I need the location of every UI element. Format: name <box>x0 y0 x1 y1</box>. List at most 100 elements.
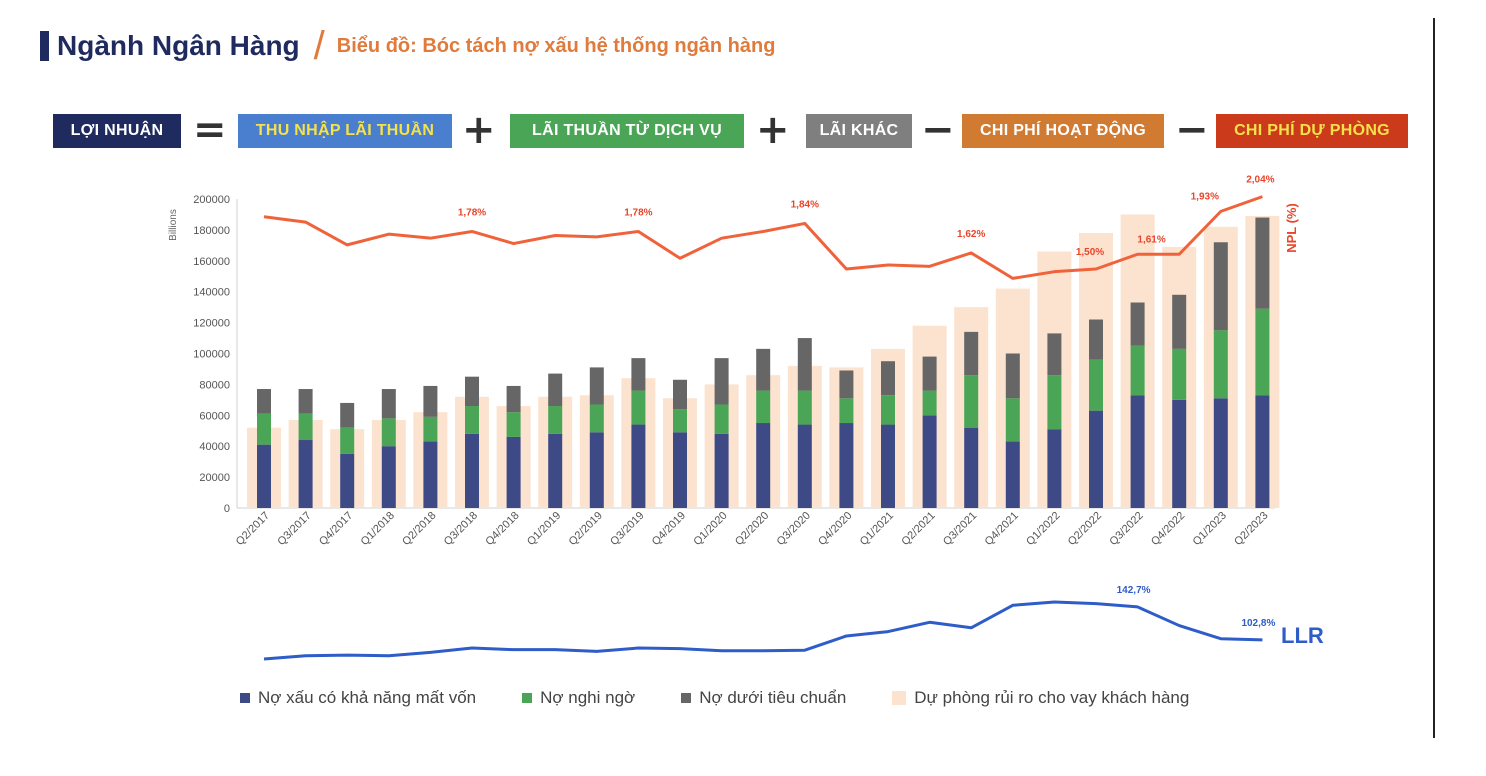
bar-substandard-debt <box>340 402 355 428</box>
bar-substandard-debt <box>881 361 895 396</box>
y-tick-label: 20000 <box>199 472 230 484</box>
formula-term-operating-expense: CHI PHÍ HOẠT ĐỘNG <box>962 114 1164 148</box>
bar-loss-debt <box>1172 399 1187 508</box>
x-tick-label: Q4/2021 <box>983 510 1021 548</box>
bar-doubtful-debt <box>506 412 521 437</box>
y-tick-label: 0 <box>224 503 230 515</box>
bar-doubtful-debt <box>548 406 563 434</box>
bar-substandard-debt <box>631 358 646 391</box>
y-tick-label: 160000 <box>193 256 230 268</box>
x-tick-label: Q2/2022 <box>1066 510 1104 548</box>
bar-substandard-debt <box>381 389 396 419</box>
legend-swatch <box>522 693 533 703</box>
npl-data-label: 1,50% <box>1076 247 1104 258</box>
x-tick-label: Q4/2018 <box>483 510 521 548</box>
x-tick-label: Q1/2022 <box>1024 510 1062 548</box>
bar-doubtful-debt <box>631 390 646 425</box>
bar-doubtful-debt <box>756 390 771 424</box>
bar-doubtful-debt <box>1047 375 1062 430</box>
legend-swatch <box>240 693 250 703</box>
bar-doubtful-debt <box>1130 345 1145 396</box>
legend-swatch <box>681 693 692 703</box>
llr-label: LLR <box>1281 623 1324 648</box>
formula-term-other-income: LÃI KHÁC <box>806 114 912 148</box>
x-tick-label: Q1/2021 <box>858 510 896 548</box>
y-tick-label: 200000 <box>193 194 230 206</box>
x-tick-label: Q2/2019 <box>567 510 605 548</box>
bar-loss-debt <box>922 415 937 508</box>
x-tick-label: Q4/2020 <box>816 510 854 548</box>
page-subtitle: Biểu đồ: Bóc tách nợ xấu hệ thống ngân h… <box>336 34 776 57</box>
y-tick-label: 80000 <box>199 379 230 391</box>
bar-doubtful-debt <box>714 404 729 434</box>
formula-term-provision-expense: CHI PHÍ DỰ PHÒNG <box>1216 114 1408 148</box>
x-tick-label: Q2/2021 <box>899 510 937 548</box>
x-tick-label: Q3/2019 <box>608 510 646 548</box>
npl-data-label: 1,78% <box>458 207 486 218</box>
bar-doubtful-debt <box>673 409 687 433</box>
bar-substandard-debt <box>589 367 604 405</box>
bar-doubtful-debt <box>1213 330 1228 399</box>
formula-term-net-interest-income: THU NHẬP LÃI THUẦN <box>238 114 452 148</box>
bar-substandard-debt <box>1005 353 1020 399</box>
profit-formula: LỢI NHUẬN = THU NHẬP LÃI THUẦN + LÃI THU… <box>0 108 1486 152</box>
npl-data-label: 1,78% <box>624 207 652 218</box>
bar-substandard-debt <box>548 373 563 407</box>
bar-loss-debt <box>340 453 355 508</box>
bar-doubtful-debt <box>465 406 479 434</box>
bar-loss-debt <box>1047 429 1062 508</box>
bar-doubtful-debt <box>922 390 937 416</box>
bar-loss-debt <box>1005 441 1020 508</box>
bar-substandard-debt <box>673 379 687 410</box>
x-tick-label: Q2/2023 <box>1232 510 1270 548</box>
y-axis-unit-label: Billions <box>168 209 179 241</box>
bar-doubtful-debt <box>797 390 812 425</box>
bar-doubtful-debt <box>257 413 271 445</box>
bar-loss-debt <box>756 423 771 508</box>
y-tick-label: 180000 <box>193 225 230 237</box>
bar-loss-debt <box>673 432 687 508</box>
legend-item: Nợ xấu có khả năng mất vốn <box>240 688 476 708</box>
formula-term-profit: LỢI NHUẬN <box>53 114 181 148</box>
bar-substandard-debt <box>298 389 313 414</box>
bar-substandard-debt <box>1255 217 1270 309</box>
minus-operator: − <box>921 107 955 153</box>
legend-swatch <box>892 691 907 705</box>
npl-data-label: 1,61% <box>1137 234 1165 245</box>
bar-loss-debt <box>797 424 812 508</box>
bar-substandard-debt <box>423 385 438 417</box>
equals-operator: = <box>193 107 227 153</box>
bar-loss-debt <box>465 433 479 508</box>
bar-substandard-debt <box>1130 302 1145 346</box>
bar-substandard-debt <box>1089 319 1103 360</box>
x-tick-label: Q4/2017 <box>317 510 355 548</box>
bar-loss-debt <box>1130 395 1145 508</box>
x-tick-label: Q1/2018 <box>359 510 397 548</box>
llr-data-label: 102,8% <box>1241 618 1275 629</box>
bar-substandard-debt <box>714 358 729 405</box>
legend-item: Nợ dưới tiêu chuẩn <box>681 688 846 708</box>
bar-doubtful-debt <box>1255 308 1270 396</box>
bar-loss-debt <box>298 440 313 508</box>
x-tick-label: Q2/2020 <box>733 510 771 548</box>
bar-doubtful-debt <box>298 413 313 441</box>
bar-doubtful-debt <box>881 395 895 425</box>
bar-substandard-debt <box>1213 242 1228 331</box>
bar-doubtful-debt <box>423 416 438 442</box>
llr-data-label: 142,7% <box>1117 585 1151 596</box>
bar-substandard-debt <box>506 385 521 413</box>
x-tick-label: Q1/2020 <box>691 510 729 548</box>
x-tick-label: Q3/2018 <box>442 510 480 548</box>
legend-item: Dự phòng rủi ro cho vay khách hàng <box>892 688 1189 708</box>
bar-doubtful-debt <box>964 375 979 428</box>
title-bar: Ngành Ngân Hàng / Biểu đồ: Bóc tách nợ x… <box>40 26 775 66</box>
bar-loss-debt <box>589 432 604 508</box>
bar-doubtful-debt <box>1172 348 1187 400</box>
bar-doubtful-debt <box>589 404 604 433</box>
legend-label: Nợ dưới tiêu chuẩn <box>699 688 847 707</box>
npl-data-label: 1,62% <box>957 229 985 240</box>
npl-data-label: 1,93% <box>1191 191 1219 202</box>
title-divider: / <box>313 24 325 68</box>
bar-loss-debt <box>381 446 396 508</box>
